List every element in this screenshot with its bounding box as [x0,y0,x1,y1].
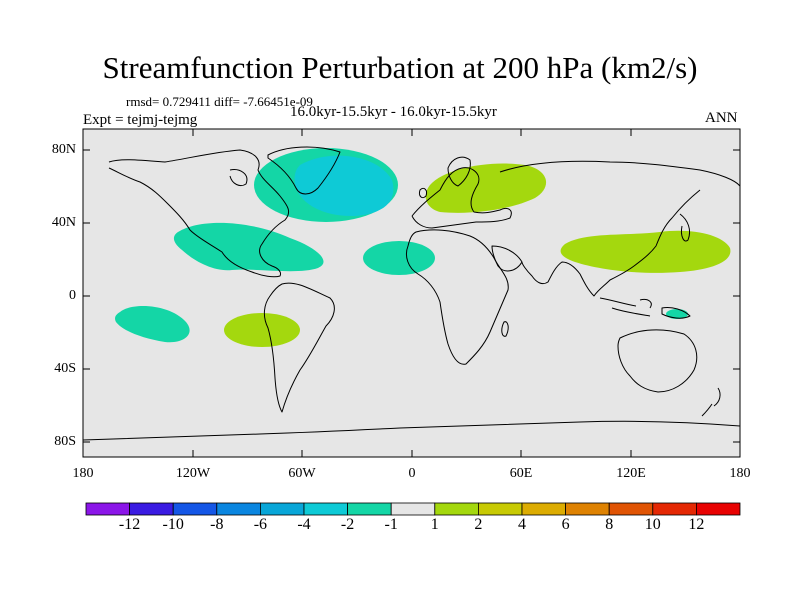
anomaly-central-pacific [115,306,190,343]
coast-japan [679,213,691,242]
lon-label-180e: 180 [729,466,751,481]
coast-greenland [267,146,341,195]
coast-indonesia [599,297,652,317]
anomaly-scandinavia [425,163,547,213]
anomaly-greenland-inner [294,155,394,217]
coast-asia [499,160,740,297]
lon-label-120e: 120E [616,466,646,481]
colorbar-swatch [85,502,130,516]
lat-label-40s: 40S [54,361,76,376]
colorbar-swatch [434,502,479,516]
coast-australia [617,329,698,393]
coast-north-america [108,149,290,278]
coast-madagascar [501,321,509,337]
colorbar-label: -12 [118,516,141,533]
colorbar-label: 6 [561,516,570,533]
lat-label-80s: 80S [54,434,76,449]
stats-line: rmsd= 0.729411 diff= -7.66451e-09 [126,94,313,109]
colorbar-label: -8 [210,516,224,533]
coast-new-guinea [661,307,691,319]
coast-south-america [263,282,335,413]
coastlines [83,146,740,441]
anomaly-gulf-mexico [173,222,324,272]
colorbar-swatch [696,502,741,516]
experiment-label: Expt = tejmj-tejmg [83,112,198,128]
colorbar-swatch [347,502,392,516]
coast-africa [405,229,509,365]
period-label: 16.0kyr-15.5kyr - 16.0kyr-15.5kyr [290,104,497,120]
colorbar-label: 10 [644,516,661,533]
lon-ticks [192,129,632,457]
colorbar-label: 8 [605,516,614,533]
colorbar-swatch [565,502,610,516]
colorbar-label: -2 [340,516,355,533]
lon-label-60w: 60W [288,466,316,481]
anomaly-contours [83,146,740,441]
colorbar-swatch [477,502,523,516]
plot-background [83,129,740,457]
plot-title: Streamfunction Perturbation at 200 hPa (… [102,50,698,85]
lat-ticks [83,149,740,443]
coast-antarctica [83,420,740,441]
lon-label-180w: 180 [72,466,94,481]
colorbar-swatch [652,502,697,516]
colorbar-swatch [172,502,218,516]
colorbar-swatch [259,502,305,516]
colorbar-swatch [608,502,654,516]
colorbar-swatch [521,502,566,516]
anomaly-east-asia [560,230,731,273]
lat-label-0: 0 [69,288,76,303]
colorbar-label: 12 [688,516,705,533]
colorbar-label: -1 [384,516,398,533]
lon-label-60e: 60E [509,466,533,481]
lat-label-80n: 80N [51,142,76,157]
colorbar-label: 1 [430,516,439,533]
colorbar-swatch [390,502,436,516]
coast-arabia [491,245,523,272]
colorbar-label: 2 [474,516,483,533]
lat-label-40n: 40N [51,215,76,230]
coast-hudson-bay [229,169,248,187]
season-label: ANN [705,110,738,126]
colorbar-label: 4 [518,516,526,533]
colorbar-label: -4 [297,516,311,533]
colorbar [85,502,741,516]
colorbar-swatch [303,502,348,516]
colorbar-swatch [129,502,174,516]
coast-uk [419,187,427,199]
coast-new-zealand [701,387,721,417]
anomaly-north-africa [363,241,435,275]
lon-label-120w: 120W [175,466,211,481]
colorbar-label: -6 [253,516,268,533]
anomaly-se-pacific [224,313,300,347]
lon-label-0: 0 [408,466,416,481]
anomaly-new-guinea [666,309,688,319]
colorbar-swatch [216,502,261,516]
colorbar-label: -10 [162,516,184,533]
coast-scandinavia [447,156,471,187]
